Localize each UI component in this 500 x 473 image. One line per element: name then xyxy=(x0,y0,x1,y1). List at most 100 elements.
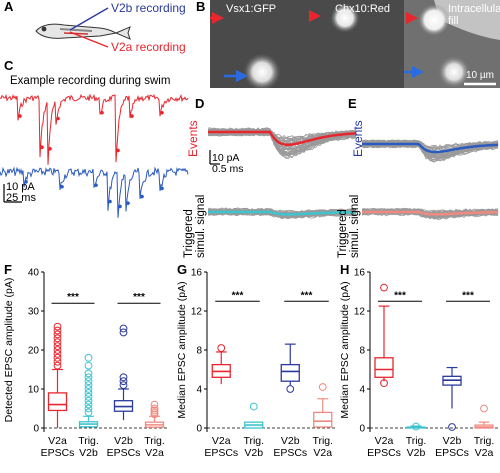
outlier xyxy=(84,369,93,378)
panel-letter-h: H xyxy=(340,262,350,277)
box xyxy=(280,363,300,382)
category-label: V2a xyxy=(145,447,164,459)
panel-letter-e: E xyxy=(348,96,357,111)
category-label: V2a xyxy=(375,435,394,447)
category-label: V2b xyxy=(114,435,133,447)
outlier xyxy=(53,330,62,339)
box-0 xyxy=(47,322,68,428)
category-label: V2a xyxy=(48,435,67,447)
event-dot xyxy=(140,194,144,199)
category-label: Trig. xyxy=(243,435,264,447)
category-label: Trig. xyxy=(312,435,333,447)
outlier xyxy=(84,408,93,417)
box-3 xyxy=(144,400,165,428)
y-tick-label: 0 xyxy=(359,424,365,435)
scale-label-pa: 10 pA xyxy=(6,181,35,193)
category-label: EPSCs xyxy=(367,447,401,459)
event-dot xyxy=(60,184,64,189)
panel-letter-d: D xyxy=(195,96,205,111)
micrograph-fill: Intracellular fill 10 µm xyxy=(404,0,500,88)
outlier xyxy=(380,283,388,292)
event-dot xyxy=(56,116,60,121)
category-label: EPSCs xyxy=(273,447,307,459)
outlier xyxy=(84,373,93,382)
y-tick-label: 8 xyxy=(196,346,202,357)
outlier xyxy=(53,346,62,354)
panel-letter-f: F xyxy=(4,262,12,277)
outlier xyxy=(119,377,128,386)
category-label: Trig. xyxy=(406,435,427,447)
significance-label: *** xyxy=(462,290,474,301)
box-0 xyxy=(211,344,231,385)
y-tick-label: 30 xyxy=(28,307,40,318)
event-dot xyxy=(18,114,22,118)
image-title-fill: Intracellular fill xyxy=(448,3,500,27)
y-axis-label: Detected EPSC amplitude (pA) xyxy=(3,278,15,423)
category-label: Trig. xyxy=(474,435,495,447)
box xyxy=(374,357,394,378)
outlier xyxy=(53,342,62,350)
event-dot xyxy=(160,186,164,191)
y-tick-label: 20 xyxy=(28,346,40,357)
outlier xyxy=(53,338,62,347)
category-label: V2b xyxy=(79,447,98,459)
outlier xyxy=(480,404,488,413)
panel-c-title: Example recording during swim xyxy=(10,75,171,87)
overlay-trace xyxy=(362,144,499,156)
outlier xyxy=(150,410,159,419)
y-axis-label: Median EPSC amplitude (pA) xyxy=(177,281,188,418)
outlier xyxy=(53,357,62,366)
y-tick-label: 0 xyxy=(196,424,202,435)
events-traces-d xyxy=(208,127,357,220)
outlier xyxy=(53,350,62,358)
box-1 xyxy=(244,402,264,429)
category-label: V2b xyxy=(443,435,462,447)
outlier xyxy=(84,392,93,401)
box-1 xyxy=(406,422,426,431)
outlier xyxy=(119,324,128,333)
event-dot xyxy=(160,110,164,115)
example-recording-traces xyxy=(0,93,189,218)
fish-diagram xyxy=(35,7,131,48)
v2b-recording-label: V2b recording xyxy=(111,1,186,15)
triggered-label-d: Triggered simul. signal xyxy=(183,195,207,258)
triggered-line-2: simul. signal xyxy=(349,194,361,258)
category-label: V2b xyxy=(407,447,426,459)
y-tick-label: 4 xyxy=(359,385,365,396)
y-axis-label: Median EPSC amplitude (pA) xyxy=(340,281,351,418)
box xyxy=(47,392,68,412)
event-dot xyxy=(116,148,120,153)
mean-triggered-trace xyxy=(362,210,498,216)
outlier xyxy=(150,406,159,415)
box xyxy=(313,411,333,428)
outlier xyxy=(53,353,62,362)
v2a-recording-label: V2a recording xyxy=(111,40,186,54)
overlay-trace xyxy=(362,208,499,214)
event-dot xyxy=(130,114,134,118)
category-label: EPSCs xyxy=(204,447,238,459)
outlier xyxy=(412,422,420,431)
outlier xyxy=(84,396,93,405)
category-label: EPSCs xyxy=(41,447,75,459)
box-3 xyxy=(313,383,333,428)
outlier xyxy=(150,404,159,413)
y-tick-label: 4 xyxy=(196,385,202,396)
significance-label: *** xyxy=(232,290,244,301)
overlay-trace xyxy=(362,212,498,221)
outlier xyxy=(380,379,388,388)
v2b-trace xyxy=(0,166,189,218)
scale-bar-label: 10 µm xyxy=(466,70,494,81)
micrograph-chx10: Chx10:Red xyxy=(307,0,404,88)
event-dot xyxy=(118,204,122,209)
event-dot xyxy=(108,199,112,204)
outlier xyxy=(84,388,93,397)
overlay-trace xyxy=(362,140,499,150)
event-dot xyxy=(126,201,130,205)
image-title-vsx1: Vsx1:GFP xyxy=(226,3,277,15)
mean-event-trace xyxy=(208,130,357,147)
significance-label: *** xyxy=(67,292,79,303)
outlier xyxy=(84,353,93,362)
y-tick-label: 16 xyxy=(191,268,203,279)
event-dot xyxy=(100,110,104,115)
